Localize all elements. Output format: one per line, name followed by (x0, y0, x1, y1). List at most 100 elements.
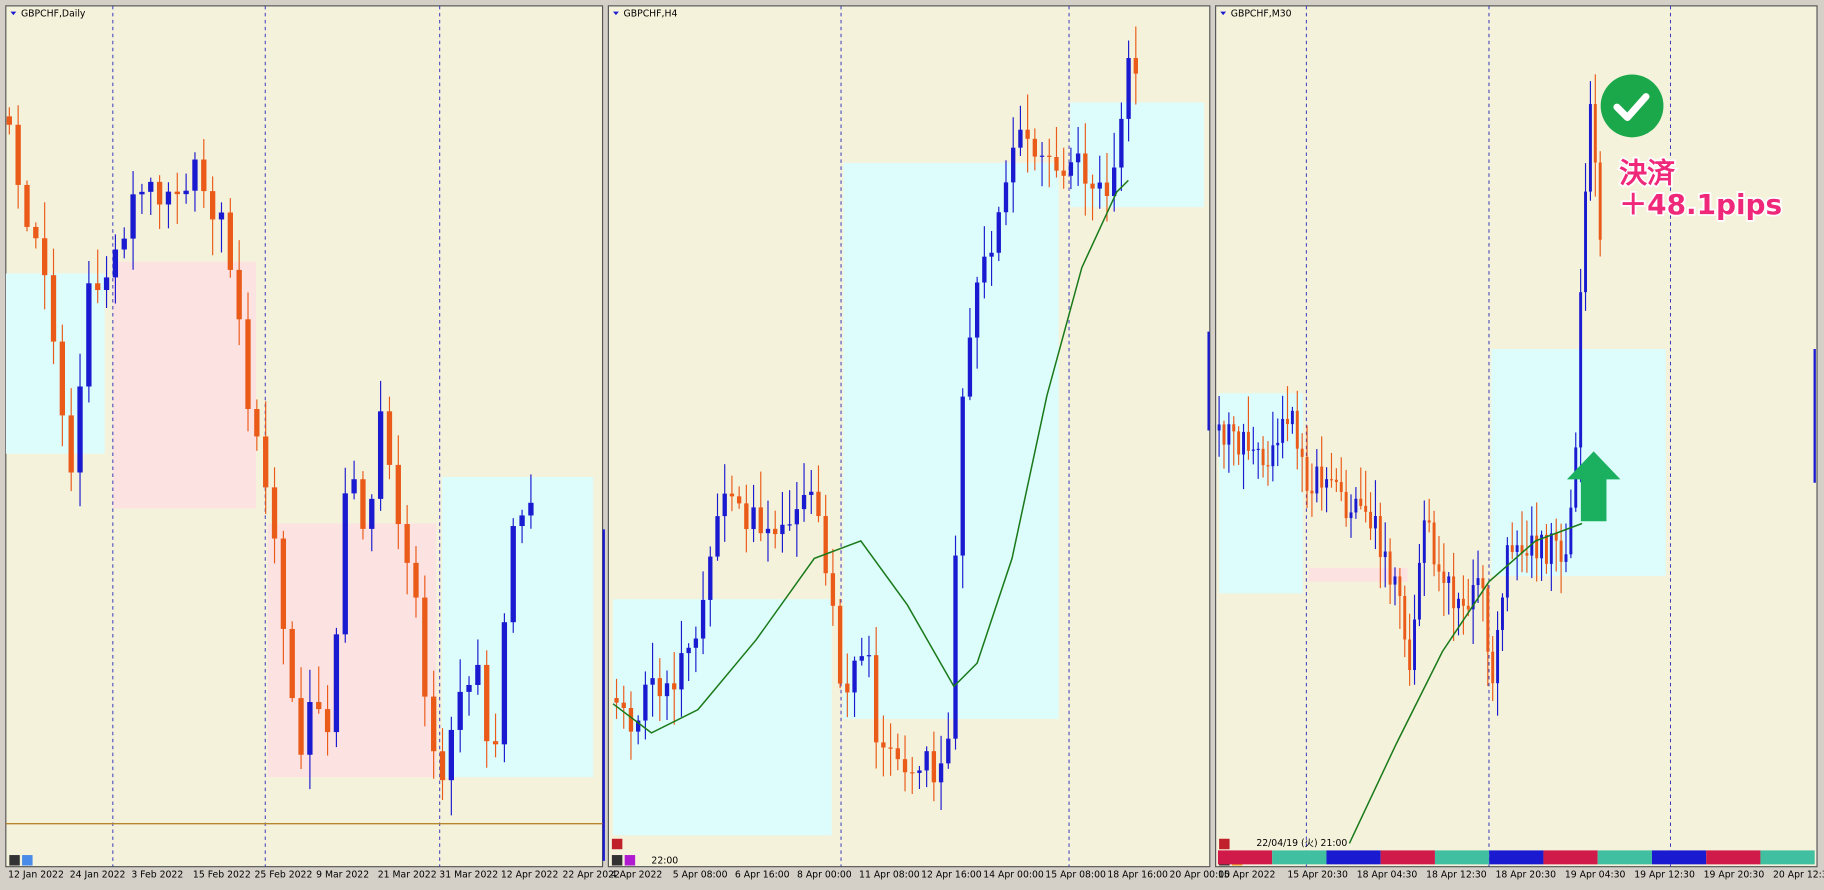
indicator-icon (624, 855, 636, 866)
x-axis-label: 11 Apr 08:00 (859, 869, 920, 880)
x-axis-label: 18 Apr 12:30 (1426, 869, 1487, 880)
candle-body (1515, 545, 1519, 552)
candle-body (1271, 445, 1275, 467)
candle-body (780, 524, 785, 535)
candle-body (1530, 535, 1534, 556)
candle-body (859, 656, 864, 661)
candle-body (457, 691, 463, 730)
candle-body (1032, 138, 1038, 157)
candle-body (59, 341, 66, 416)
candle-body (1256, 448, 1260, 451)
zone (112, 261, 256, 509)
candle-body (1112, 167, 1117, 197)
chart-panel: GBPCHF,Daily (5, 5, 604, 868)
candle-body (1496, 629, 1500, 684)
candle-body (1276, 442, 1280, 446)
indicator-icon (9, 855, 20, 866)
candle-body (1126, 57, 1131, 119)
x-axis-label: 20 Apr 12:30 (1773, 869, 1824, 880)
candle-body (1133, 57, 1138, 74)
candle-body (1090, 183, 1095, 189)
candle-body (672, 683, 677, 690)
candle-body (156, 181, 163, 205)
candle-body (1491, 651, 1495, 684)
candle-body (1315, 466, 1319, 494)
x-axis-label: 19 Apr 12:30 (1634, 869, 1695, 880)
candle-body (201, 159, 207, 192)
candle-body (475, 664, 481, 685)
candle-body (1442, 571, 1446, 583)
plot-area (612, 5, 1204, 867)
candle-body (148, 181, 154, 192)
candle-body (1339, 482, 1343, 492)
candle-body (881, 742, 886, 748)
candle-body (1054, 157, 1059, 171)
candle-body (395, 464, 401, 525)
candle-body (298, 698, 304, 755)
candle-body (369, 498, 375, 529)
candle-body (431, 696, 437, 752)
candle-body (1246, 431, 1250, 451)
candle-body (386, 411, 393, 465)
candle-body (1344, 491, 1348, 519)
candle-body (1579, 292, 1583, 448)
candle-body (263, 436, 269, 488)
candle-body (1388, 551, 1392, 585)
x-axis-label: 12 Apr 16:00 (921, 869, 982, 880)
candle-body (1359, 498, 1363, 506)
candle-body (910, 772, 915, 774)
x-axis-label: 18 Apr 04:30 (1357, 869, 1418, 880)
x-axis-label: 18 Apr 16:00 (1107, 869, 1168, 880)
candle-body (1466, 605, 1470, 610)
candle-body (852, 660, 857, 693)
x-axis-label: 9 Mar 2022 (316, 869, 369, 880)
candle-body (621, 702, 626, 709)
candle-body (845, 683, 850, 693)
session-bar (1706, 850, 1761, 865)
zone (1308, 567, 1408, 582)
candle-body (715, 516, 720, 557)
candle-body (1354, 498, 1358, 513)
candle-body (33, 226, 39, 239)
candle-body (1486, 588, 1490, 652)
candle-body (866, 655, 872, 657)
time-label: 22:00 (651, 855, 678, 866)
candle-body (1501, 597, 1504, 630)
candle-body (1011, 147, 1016, 183)
candle-body (377, 411, 384, 499)
candle-body (50, 275, 57, 342)
candle-body (953, 555, 958, 739)
candle-body (1003, 182, 1009, 213)
candle-body (103, 277, 110, 291)
candle-body (1505, 545, 1509, 598)
candle-body (519, 515, 525, 527)
session-bar (1272, 850, 1327, 865)
candle-body (736, 496, 742, 504)
candle-body (614, 698, 619, 703)
title-arrow (10, 11, 17, 16)
candle-body (1305, 456, 1309, 491)
candle-body (271, 487, 278, 539)
candle-body (643, 684, 648, 721)
candle-body (1452, 576, 1456, 609)
candle-body (636, 720, 641, 732)
candle-body (1104, 182, 1110, 197)
candle-body (1447, 576, 1451, 583)
candle-body (1242, 431, 1245, 455)
candle-body (1083, 153, 1088, 184)
candle-body (1598, 162, 1602, 240)
candle-body (121, 238, 127, 250)
candle-body (1061, 170, 1066, 176)
candle-body (1584, 191, 1587, 293)
candle-body (324, 709, 331, 733)
candle-body (342, 493, 348, 635)
candle-body (1378, 516, 1382, 558)
candle-body (316, 702, 322, 710)
candle-body (1237, 431, 1241, 455)
x-axis-label: 15 Apr 08:00 (1045, 869, 1106, 880)
candle-body (837, 605, 843, 684)
x-axis-label: 8 Apr 00:00 (797, 869, 852, 880)
candle-body (722, 493, 727, 517)
candle-body (1471, 585, 1475, 610)
